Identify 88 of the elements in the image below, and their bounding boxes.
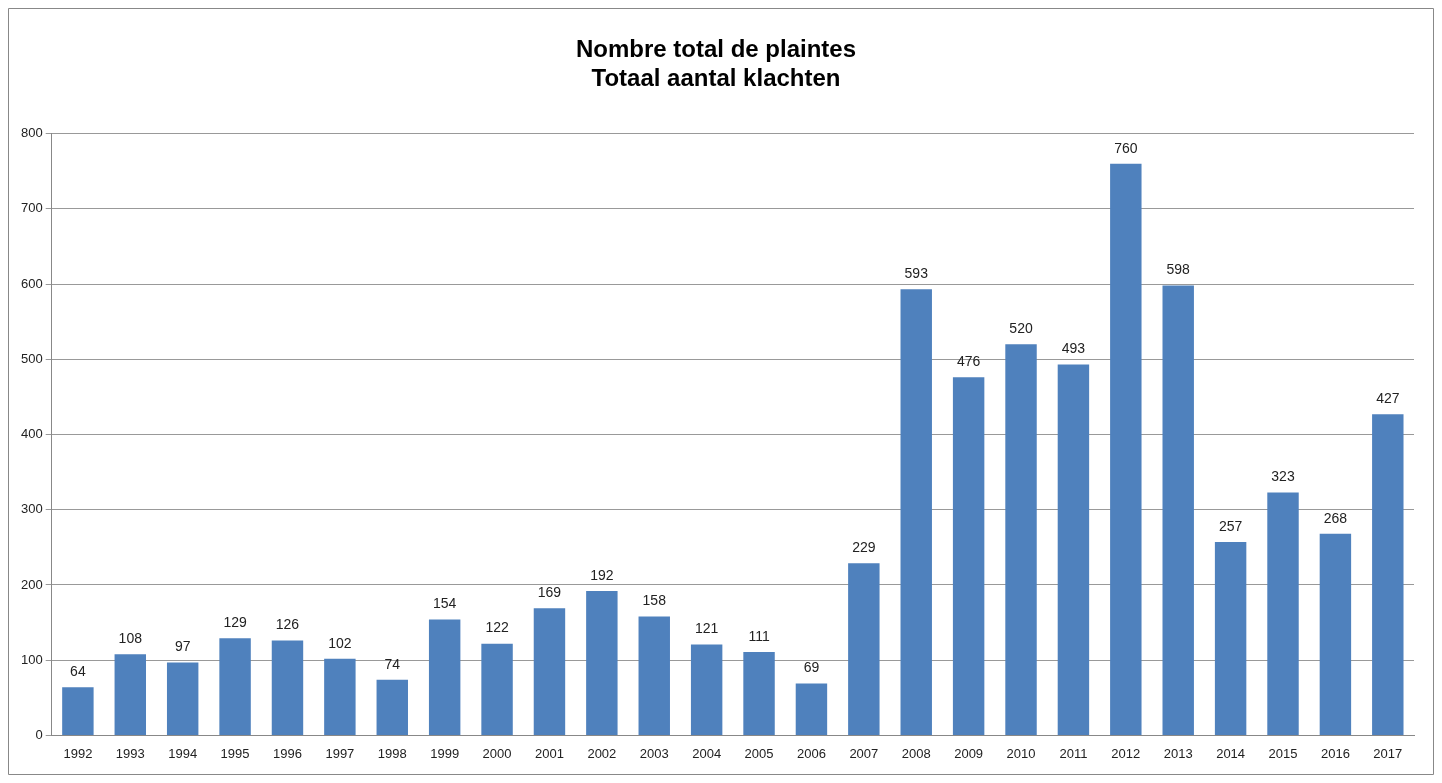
y-tick-label: 500 <box>20 350 43 366</box>
data-label: 192 <box>590 566 614 583</box>
x-tick-label: 2008 <box>901 745 931 761</box>
bar <box>166 662 199 735</box>
x-tick-label: 2001 <box>535 745 564 761</box>
data-label: 493 <box>1061 340 1086 357</box>
x-tick-label: 2013 <box>1163 745 1193 761</box>
data-label: 74 <box>384 655 401 672</box>
x-tick-label: 2000 <box>482 745 512 761</box>
data-label: 593 <box>904 265 929 282</box>
x-tick-label: 2015 <box>1268 745 1298 761</box>
data-label: 520 <box>1009 320 1033 337</box>
y-tick-label: 400 <box>20 426 43 442</box>
x-tick-label: 2005 <box>744 745 774 761</box>
x-tick-label: 2003 <box>639 745 669 761</box>
bar <box>1214 542 1247 735</box>
data-label: 268 <box>1323 509 1348 526</box>
bar <box>1110 163 1142 735</box>
y-tick-label: 800 <box>20 125 43 141</box>
data-label: 257 <box>1218 517 1243 534</box>
bar <box>1372 414 1404 735</box>
y-tick-label: 0 <box>35 726 43 742</box>
x-tick-label: 1995 <box>220 745 250 761</box>
data-label: 121 <box>694 620 719 637</box>
x-tick-label: 2017 <box>1373 745 1403 761</box>
x-tick-label: 2007 <box>849 745 879 761</box>
x-tick-label: 1998 <box>377 745 407 761</box>
data-label: 108 <box>118 630 143 647</box>
x-tick-label: 1996 <box>273 745 302 761</box>
bar <box>952 377 985 735</box>
data-label: 97 <box>174 638 191 655</box>
bar <box>533 608 566 735</box>
x-tick-label: 2016 <box>1320 745 1350 761</box>
x-tick-label: 2004 <box>692 745 722 761</box>
bar <box>376 679 408 735</box>
chart-title: Nombre total de plaintes Totaal aantal klachten <box>575 35 857 91</box>
y-tick-label: 600 <box>20 275 43 291</box>
x-tick-label: 2006 <box>796 745 826 761</box>
data-label: 598 <box>1166 261 1191 278</box>
bar <box>743 651 775 735</box>
bar <box>638 616 670 735</box>
x-tick-label: 1997 <box>325 745 355 761</box>
x-tick-label: 2011 <box>1059 745 1088 761</box>
x-tick-label: 1994 <box>168 745 198 761</box>
x-tick-label: 2014 <box>1216 745 1246 761</box>
bar <box>795 683 828 735</box>
data-label: 129 <box>223 614 247 631</box>
bar <box>428 619 461 735</box>
data-label: 102 <box>328 634 352 651</box>
bar <box>62 687 94 735</box>
bar <box>1057 364 1090 735</box>
x-tick-label: 2009 <box>954 745 984 761</box>
x-tick-label: 1999 <box>430 745 460 761</box>
y-tick-label: 200 <box>20 576 43 592</box>
x-tick-label: 2012 <box>1111 745 1141 761</box>
x-tick-label: 1993 <box>115 745 145 761</box>
bar <box>219 638 251 735</box>
bar <box>900 289 932 735</box>
bar <box>1267 492 1299 735</box>
data-label: 427 <box>1376 390 1400 407</box>
data-label: 64 <box>70 663 86 680</box>
data-label: 229 <box>852 538 876 555</box>
x-tick-label: 2002 <box>587 745 617 761</box>
data-label: 169 <box>537 584 562 601</box>
x-tick-label: 1992 <box>63 745 93 761</box>
y-tick-label: 700 <box>20 200 43 216</box>
bar <box>690 644 723 735</box>
data-label: 154 <box>432 595 457 612</box>
data-label: 158 <box>642 592 667 609</box>
data-label: 760 <box>1114 139 1138 156</box>
data-label: 69 <box>803 659 820 676</box>
bar <box>586 590 618 735</box>
bar <box>848 563 880 735</box>
bar <box>1319 533 1352 735</box>
y-tick-label: 300 <box>20 501 43 517</box>
bar <box>114 654 146 735</box>
data-label: 122 <box>485 619 509 636</box>
data-label: 111 <box>748 627 770 644</box>
bar <box>1162 285 1194 735</box>
data-label: 476 <box>956 353 981 370</box>
x-tick-label: 2010 <box>1006 745 1036 761</box>
bar <box>1005 344 1037 735</box>
data-label: 126 <box>275 616 300 633</box>
bar <box>481 643 513 735</box>
data-label: 323 <box>1271 468 1295 485</box>
y-tick-label: 100 <box>20 651 43 667</box>
bar <box>324 658 356 735</box>
bar <box>271 640 304 735</box>
